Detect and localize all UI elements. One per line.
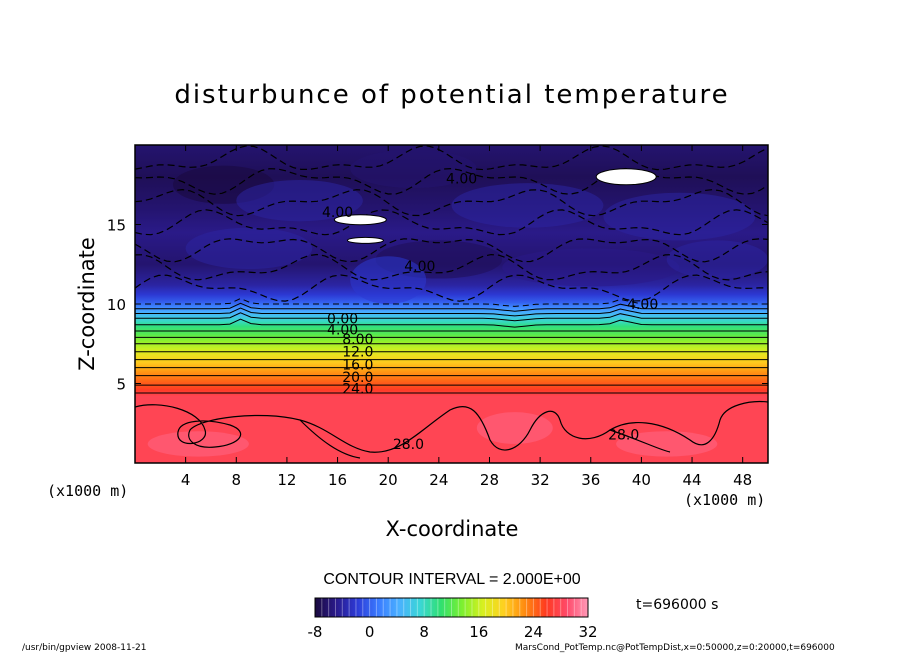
contour-line-negative bbox=[135, 253, 768, 281]
field-blob bbox=[666, 240, 768, 279]
contour-label: 28.0 bbox=[393, 437, 424, 453]
x-tick-label: 28 bbox=[480, 471, 499, 489]
field-blob bbox=[603, 192, 756, 241]
x-tick-label: 8 bbox=[232, 471, 242, 489]
plot-area: 0.004.008.0012.016.020.024.028.028.04.00… bbox=[135, 145, 768, 463]
contour-lines bbox=[135, 145, 768, 459]
colorbar-tick-label: 24 bbox=[524, 623, 543, 641]
contour-line-negative bbox=[135, 188, 768, 217]
colorbar-tick-label: -8 bbox=[308, 623, 323, 641]
contour-labels: 0.004.008.0012.016.020.024.028.028.04.00… bbox=[322, 171, 658, 453]
y-axis-label: Z-coordinate bbox=[75, 237, 99, 371]
colorbar: -8 0 8 16 24 32 bbox=[308, 597, 598, 641]
contour-label: 12.0 bbox=[342, 345, 373, 361]
colorbar-fill bbox=[315, 598, 588, 617]
contour-line bbox=[135, 302, 768, 312]
y-axis-unit: (x1000 m) bbox=[47, 482, 128, 500]
chart-title: disturbunce of potential temperature bbox=[174, 80, 729, 110]
x-tick-label: 12 bbox=[277, 471, 296, 489]
contour-label: 20.0 bbox=[342, 370, 373, 386]
contour-line-negative bbox=[135, 238, 768, 263]
field-blob bbox=[616, 431, 718, 457]
field-blob bbox=[451, 183, 604, 228]
contour-line bbox=[135, 312, 768, 322]
x-tick-label: 16 bbox=[328, 471, 347, 489]
colorbar-tick-label: 8 bbox=[419, 623, 429, 641]
colorbar-tick-label: 16 bbox=[469, 623, 488, 641]
white-patches bbox=[333, 168, 657, 244]
x-tick-label: 4 bbox=[181, 471, 191, 489]
white-patch bbox=[595, 168, 657, 186]
contour-interval: CONTOUR INTERVAL = 2.000E+00 bbox=[323, 571, 580, 588]
colorbar-stripes bbox=[321, 598, 582, 617]
y-tick-label: 5 bbox=[116, 376, 126, 394]
colorbar-tick-label: 32 bbox=[578, 623, 597, 641]
x-tick-label: 36 bbox=[581, 471, 600, 489]
x-tick-label: 40 bbox=[632, 471, 651, 489]
contour-label: 24.0 bbox=[342, 381, 373, 397]
field-blob bbox=[502, 248, 680, 287]
contour-line-28 bbox=[609, 429, 671, 453]
field-blob bbox=[350, 256, 427, 304]
footer-right: MarsCond_PotTemp.nc@PotTempDist,x=0:5000… bbox=[515, 643, 835, 653]
x-tick-label: 48 bbox=[733, 471, 752, 489]
contour-line-negative bbox=[135, 209, 768, 236]
field-blob bbox=[147, 431, 249, 457]
contour-label: 28.0 bbox=[608, 427, 639, 443]
x-tick-label: 32 bbox=[531, 471, 550, 489]
x-tick-label: 20 bbox=[379, 471, 398, 489]
contour-line-negative bbox=[135, 274, 768, 302]
field-blob bbox=[350, 149, 477, 188]
field-blob bbox=[476, 412, 553, 444]
x-axis: 4 8 12 16 20 24 28 32 36 40 44 48 bbox=[181, 145, 752, 489]
colorbar-tick-label: 0 bbox=[365, 623, 375, 641]
field-detail bbox=[147, 149, 768, 457]
x-axis-label: X-coordinate bbox=[386, 517, 519, 541]
white-patch bbox=[333, 214, 387, 226]
field-blob bbox=[236, 179, 363, 222]
footer-left: /usr/bin/gpview 2008-11-21 bbox=[22, 643, 147, 653]
y-tick-label: 10 bbox=[107, 296, 126, 314]
contour-line bbox=[135, 318, 768, 328]
contour-label: 4.00 bbox=[322, 205, 353, 221]
colorbar-frame bbox=[314, 597, 589, 618]
x-tick-label: 44 bbox=[682, 471, 701, 489]
white-patch bbox=[346, 236, 384, 244]
contour-label: 8.00 bbox=[342, 332, 373, 348]
contour-label: 4.00 bbox=[627, 297, 658, 313]
contour-label: 16.0 bbox=[342, 357, 373, 373]
colorbar-ticks: -8 0 8 16 24 32 bbox=[308, 623, 598, 641]
field-blob bbox=[185, 227, 313, 270]
contour-line bbox=[135, 307, 768, 317]
contour-line bbox=[135, 297, 768, 307]
time-label: t=696000 s bbox=[636, 597, 718, 613]
contour-label: 4.00 bbox=[327, 322, 358, 338]
y-axis: 5 10 15 bbox=[107, 217, 768, 394]
y-tick-label: 15 bbox=[107, 217, 126, 235]
contour-label: 0.00 bbox=[327, 311, 358, 327]
contour-line-negative bbox=[135, 167, 768, 195]
x-axis-unit: (x1000 m) bbox=[684, 491, 765, 509]
contour-line-28 bbox=[299, 419, 361, 459]
contour-line-28 bbox=[135, 400, 768, 453]
x-tick-label: 24 bbox=[429, 471, 448, 489]
contour-label: 4.00 bbox=[404, 259, 435, 275]
contour-line-negative bbox=[135, 145, 768, 171]
contour-label: 4.00 bbox=[446, 171, 477, 187]
